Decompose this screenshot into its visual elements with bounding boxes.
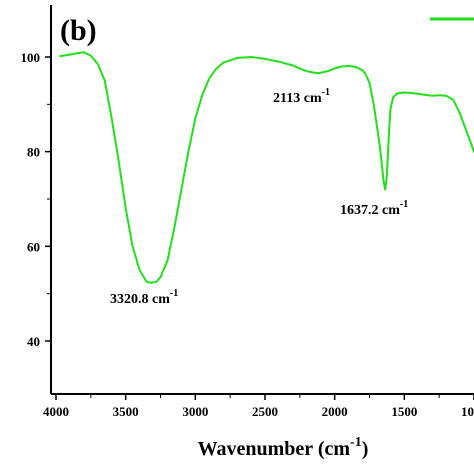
x-tick-label: 1500 <box>391 404 417 419</box>
x-tick-label: 2500 <box>252 404 278 419</box>
peak-annotation-text: 3320.8 cm <box>110 292 170 307</box>
data-point <box>59 55 61 57</box>
panel-label: (b) <box>60 14 97 47</box>
data-point <box>452 98 454 101</box>
x-axis-title: Wavenumber (cm-1) <box>198 435 369 460</box>
data-point <box>83 51 85 54</box>
data-point <box>292 64 294 67</box>
data-point <box>149 282 152 284</box>
data-point <box>431 95 434 97</box>
data-point <box>138 269 141 271</box>
data-point <box>389 108 392 110</box>
data-point <box>438 94 441 97</box>
data-point <box>384 188 387 191</box>
data-point <box>386 174 388 177</box>
peak-annotation-text: 1637.2 cm <box>340 203 400 218</box>
data-point <box>110 117 113 120</box>
y-tick-label: 60 <box>27 239 40 254</box>
data-point <box>368 82 371 84</box>
data-point <box>340 65 343 68</box>
data-point <box>145 281 148 283</box>
data-point <box>361 69 364 72</box>
peak-annotation-sup: -1 <box>170 288 178 299</box>
data-point <box>372 103 375 106</box>
data-point <box>124 207 127 210</box>
data-point <box>396 92 399 95</box>
data-point <box>173 226 176 229</box>
data-point <box>215 68 217 70</box>
data-point <box>201 94 204 96</box>
data-point <box>445 95 447 97</box>
peak-annotation: 2113 cm-1 <box>273 87 330 106</box>
data-point <box>264 58 266 60</box>
data-point <box>459 113 461 115</box>
peak-annotation: 1637.2 cm-1 <box>340 199 408 218</box>
x-axis-title-main: Wavenumber (cm <box>198 438 351 460</box>
x-tick-label: 3500 <box>113 404 139 419</box>
data-point <box>131 245 134 248</box>
data-point <box>375 122 378 125</box>
data-point <box>208 77 211 80</box>
data-point <box>299 67 301 70</box>
data-point <box>180 188 183 191</box>
data-point <box>97 63 99 65</box>
data-point <box>194 117 197 120</box>
data-point <box>187 150 190 153</box>
data-point <box>392 96 395 98</box>
data-point <box>90 54 92 57</box>
data-point <box>236 57 238 59</box>
data-point <box>333 67 336 70</box>
data-point <box>159 276 162 278</box>
data-point <box>250 56 252 58</box>
data-point <box>410 92 413 94</box>
x-tick-label: 3000 <box>182 404 208 419</box>
data-point <box>381 165 383 167</box>
peak-annotation: 3320.8 cm-1 <box>110 288 178 307</box>
peak-annotation-sup: -1 <box>400 199 408 210</box>
x-axis-title-sup: -1 <box>350 435 362 450</box>
series-points <box>59 51 474 284</box>
data-point <box>166 259 169 262</box>
data-point <box>388 131 390 134</box>
data-point <box>278 60 280 63</box>
y-tick-label: 40 <box>27 334 40 349</box>
data-point <box>117 160 120 162</box>
peak-annotation-sup: -1 <box>322 87 330 98</box>
data-point <box>104 79 106 82</box>
data-point <box>424 94 427 96</box>
x-ticks: 4000 3500 3000 2500 2000 1500 1000 <box>43 394 474 419</box>
data-point <box>318 72 320 74</box>
data-point <box>69 53 71 56</box>
data-point <box>378 141 381 143</box>
data-point <box>76 52 78 54</box>
data-point <box>347 65 350 67</box>
data-point <box>403 91 406 94</box>
y-tick-label: 80 <box>27 145 40 160</box>
y-ticks: 40 60 80 100 <box>21 50 51 349</box>
y-tick-label: 100 <box>21 50 41 65</box>
data-point <box>417 93 420 95</box>
axes: 4000 3500 3000 2500 2000 1500 1000 40 60 80 100 <box>21 5 474 419</box>
data-point <box>155 281 158 283</box>
x-tick-label: 1000 <box>461 404 474 419</box>
x-tick-label: 2000 <box>322 404 348 419</box>
data-point <box>306 70 308 72</box>
data-point <box>466 131 468 134</box>
data-point <box>354 66 357 68</box>
peak-annotation-text: 2113 cm <box>273 91 322 106</box>
x-axis-title-end: ) <box>362 438 369 460</box>
series-line <box>59 51 474 284</box>
data-point <box>326 70 329 72</box>
data-point <box>313 71 315 74</box>
data-point <box>382 179 385 181</box>
x-tick-label: 4000 <box>43 404 69 419</box>
data-point <box>222 61 224 64</box>
data-point <box>364 72 367 75</box>
